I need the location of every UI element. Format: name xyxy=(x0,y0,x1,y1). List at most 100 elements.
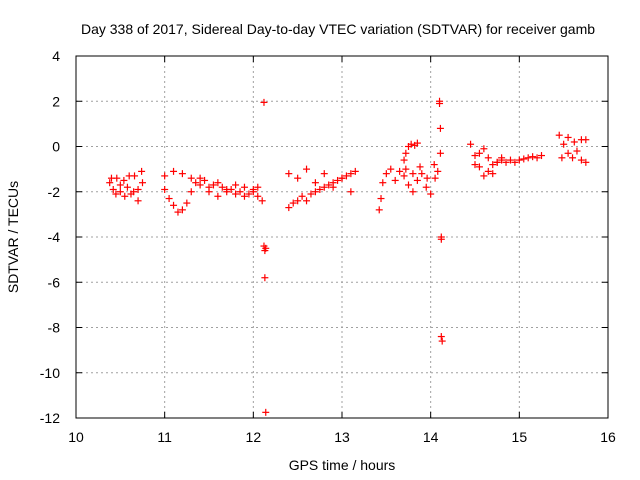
data-point xyxy=(334,176,342,184)
data-point xyxy=(467,140,475,148)
data-point xyxy=(236,188,244,196)
x-tick-label: 13 xyxy=(334,429,350,445)
data-point xyxy=(165,195,173,203)
data-point xyxy=(347,170,355,178)
data-point xyxy=(423,174,431,182)
data-point xyxy=(123,183,131,191)
data-point xyxy=(377,195,385,203)
y-tick-label: -8 xyxy=(48,320,61,336)
data-point xyxy=(178,206,186,214)
x-tick-label: 10 xyxy=(68,429,84,445)
data-point xyxy=(430,161,438,169)
x-tick-label: 15 xyxy=(512,429,528,445)
data-point xyxy=(134,197,142,205)
data-point xyxy=(407,140,415,148)
data-point xyxy=(254,192,262,200)
data-point xyxy=(170,201,178,209)
data-point xyxy=(294,174,302,182)
data-point xyxy=(130,188,138,196)
data-point xyxy=(558,154,566,162)
axis-ticks xyxy=(75,55,609,419)
data-point xyxy=(436,149,444,157)
data-point xyxy=(285,170,293,178)
grid-lines xyxy=(76,56,608,418)
data-point xyxy=(121,192,129,200)
data-point xyxy=(493,158,501,166)
data-point xyxy=(560,140,568,148)
data-point xyxy=(138,167,146,175)
data-point xyxy=(303,197,311,205)
data-point xyxy=(183,199,191,207)
data-point xyxy=(400,172,408,180)
data-point xyxy=(402,149,410,157)
data-point xyxy=(303,165,311,173)
data-point xyxy=(311,179,319,187)
data-point xyxy=(120,176,128,184)
y-axis-label: SDTVAR / TECUs xyxy=(5,181,21,293)
data-point xyxy=(577,156,585,164)
data-point xyxy=(294,197,302,205)
data-point xyxy=(484,167,492,175)
data-point xyxy=(434,167,442,175)
data-point xyxy=(320,170,328,178)
data-point xyxy=(431,174,439,182)
data-point xyxy=(437,333,445,341)
data-point xyxy=(582,158,590,166)
data-point xyxy=(416,163,424,171)
data-point xyxy=(564,133,572,141)
data-point xyxy=(139,179,146,187)
data-point xyxy=(161,185,169,193)
data-point xyxy=(249,185,257,193)
tick-labels: 10 11 12 13 14 15 16 4 2 0 -2 -4 -6 -8 -10 -12 xyxy=(40,48,616,445)
data-point xyxy=(192,179,200,187)
data-point xyxy=(437,235,445,243)
data-point xyxy=(201,176,209,184)
data-point xyxy=(214,192,222,200)
data-point xyxy=(170,167,178,175)
data-point xyxy=(311,188,319,196)
data-point xyxy=(187,174,195,182)
data-point xyxy=(498,154,506,162)
y-tick-label: -12 xyxy=(40,410,60,426)
data-point xyxy=(245,190,253,198)
data-point xyxy=(489,170,497,178)
data-point xyxy=(320,183,328,191)
y-tick-label: -6 xyxy=(48,274,61,290)
data-point xyxy=(471,152,479,160)
data-point xyxy=(409,170,417,178)
data-point xyxy=(475,163,483,171)
data-point xyxy=(422,183,430,191)
data-point xyxy=(396,167,404,175)
data-point xyxy=(116,188,124,196)
data-point xyxy=(529,153,537,161)
data-point xyxy=(480,172,488,180)
data-point xyxy=(351,167,359,175)
data-point xyxy=(391,176,399,184)
data-point xyxy=(400,156,408,164)
data-point xyxy=(382,170,390,178)
data-point xyxy=(511,158,519,166)
data-point xyxy=(427,190,435,198)
data-point xyxy=(258,197,266,205)
y-tick-label: 2 xyxy=(52,93,60,109)
data-point xyxy=(285,204,293,212)
data-point xyxy=(402,165,410,173)
data-point xyxy=(577,136,585,144)
y-tick-label: -4 xyxy=(48,229,61,245)
data-point xyxy=(214,179,222,187)
data-point xyxy=(329,183,337,191)
data-point xyxy=(106,179,114,187)
data-point xyxy=(569,154,577,162)
data-point xyxy=(134,185,142,193)
data-point xyxy=(520,155,528,163)
data-point xyxy=(112,190,120,198)
data-point xyxy=(347,188,355,196)
data-point xyxy=(570,138,578,146)
data-point xyxy=(178,170,186,178)
data-point xyxy=(196,181,204,189)
data-point xyxy=(260,98,268,106)
data-point xyxy=(489,161,497,169)
data-point xyxy=(218,183,226,191)
data-point xyxy=(187,188,195,196)
